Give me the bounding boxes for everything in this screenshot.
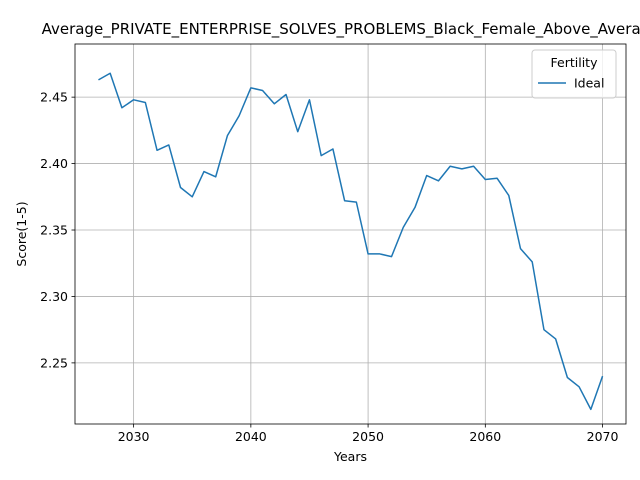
series-line-ideal [98,72,604,411]
legend-box [531,49,617,99]
legend-title: Fertility [551,55,599,70]
y-tick-label: 2.30 [40,289,68,304]
legend-label-ideal: Ideal [574,76,604,91]
y-tick-label: 2.25 [40,355,68,370]
series-layer [98,72,604,411]
y-tick-label: 2.40 [40,156,68,171]
x-tick-label: 2060 [469,429,501,444]
x-tick-label: 2070 [587,429,619,444]
x-tick-label: 2050 [352,429,384,444]
y-tick-label: 2.35 [40,223,68,238]
x-tick-label: 2030 [118,429,150,444]
grid [75,44,626,424]
ticks: 2030 2040 2050 2060 2070 2.25 2.30 2.35 2.40 2.45 [40,90,618,444]
y-axis-label: Score(1-5) [14,201,29,266]
y-tick-label: 2.45 [40,90,68,105]
x-tick-label: 2040 [235,429,267,444]
legend: Fertility Ideal [531,49,617,99]
plot-frame [74,43,627,425]
chart-title: Average_PRIVATE_ENTERPRISE_SOLVES_PROBLE… [42,20,640,39]
x-axis-label: Years [333,449,367,464]
